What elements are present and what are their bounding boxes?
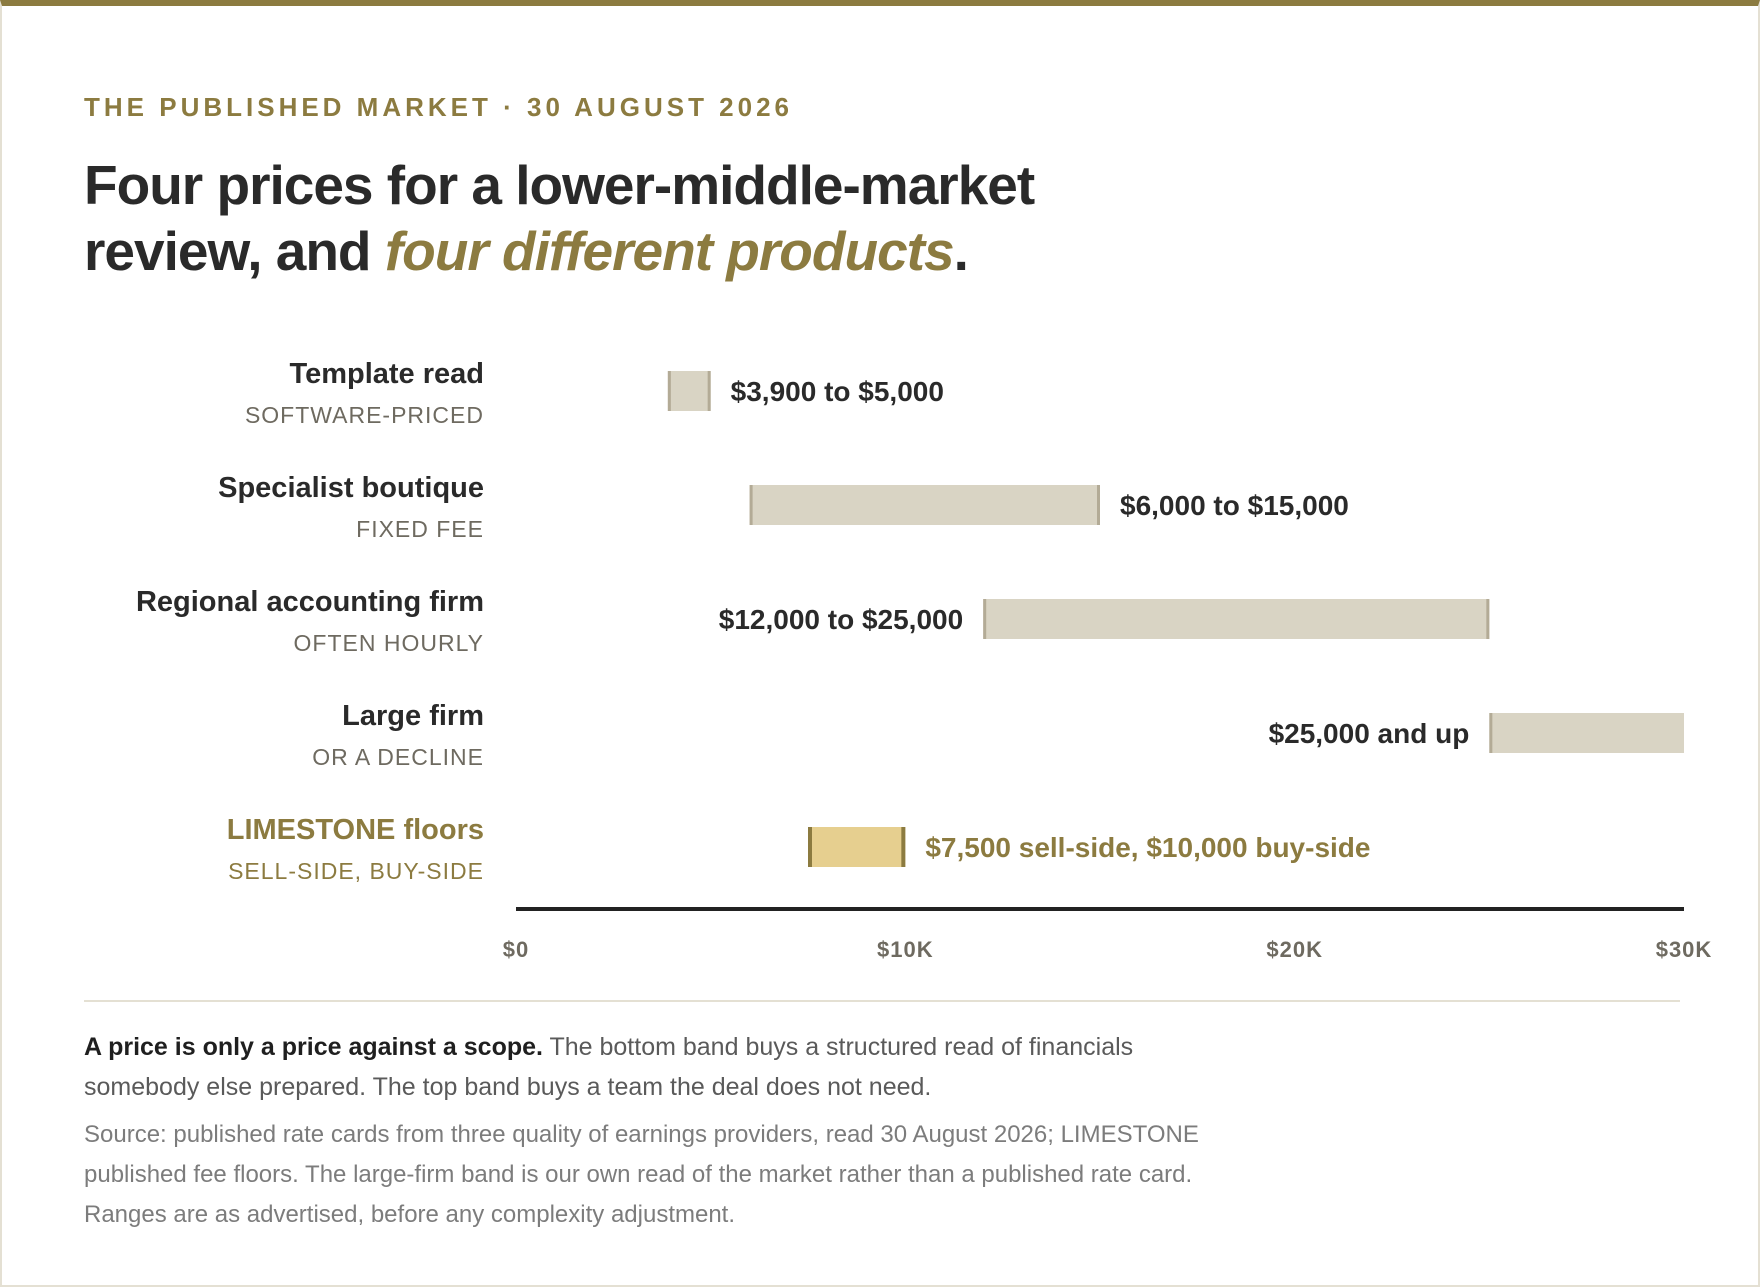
range-bar-low-edge-regional-accounting-firm bbox=[983, 599, 987, 639]
headline-end: . bbox=[953, 220, 969, 282]
row-label-specialist-boutique: Specialist boutique bbox=[218, 472, 484, 504]
value-label-limestone-floors: $7,500 sell-side, $10,000 buy-side bbox=[925, 832, 1370, 863]
scope-note-bold: A price is only a price against a scope. bbox=[84, 1033, 543, 1061]
row-sublabel-large-firm: OR A DECLINE bbox=[312, 744, 484, 770]
range-bar-specialist-boutique bbox=[749, 485, 1100, 525]
x-tick-label: $30K bbox=[1656, 937, 1713, 962]
range-bar-low-edge-template-read bbox=[667, 371, 671, 411]
headline-accent: four different products bbox=[384, 220, 955, 282]
row-label-limestone-floors: LIMESTONE floors bbox=[227, 814, 484, 846]
range-bar-limestone-floors bbox=[808, 827, 906, 867]
range-bar-regional-accounting-firm bbox=[983, 599, 1490, 639]
divider bbox=[84, 1000, 1680, 1002]
range-bar-large-firm bbox=[1489, 713, 1684, 753]
range-bar-template-read bbox=[667, 371, 711, 411]
range-bar-high-edge-regional-accounting-firm bbox=[1486, 599, 1490, 639]
x-tick-label: $0 bbox=[503, 937, 529, 962]
row-label-template-read: Template read bbox=[290, 358, 484, 390]
value-label-large-firm: $25,000 and up bbox=[1269, 718, 1470, 749]
range-bar-low-edge-limestone-floors bbox=[808, 827, 812, 867]
value-label-template-read: $3,900 to $5,000 bbox=[731, 376, 944, 407]
range-bar-high-edge-limestone-floors bbox=[901, 827, 906, 867]
range-bar-high-edge-template-read bbox=[707, 371, 711, 411]
range-chart: Template read SOFTWARE-PRICED $3,900 to $5… bbox=[136, 358, 1713, 962]
range-bar-low-edge-large-firm bbox=[1489, 713, 1493, 753]
row-sublabel-regional-accounting-firm: OFTEN HOURLY bbox=[294, 630, 484, 656]
headline-text: Four prices for a lower-middle-market re… bbox=[84, 154, 1035, 282]
range-bar-low-edge-specialist-boutique bbox=[749, 485, 753, 525]
row-sublabel-limestone-floors: SELL-SIDE, BUY-SIDE bbox=[228, 858, 484, 884]
x-tick-label: $20K bbox=[1266, 937, 1323, 962]
source-note: Source: published rate cards from three … bbox=[84, 1121, 1199, 1228]
eyebrow: THE PUBLISHED MARKET · 30 AUGUST 2026 bbox=[84, 92, 794, 122]
value-label-specialist-boutique: $6,000 to $15,000 bbox=[1120, 490, 1349, 521]
row-sublabel-template-read: SOFTWARE-PRICED bbox=[245, 402, 484, 428]
value-label-regional-accounting-firm: $12,000 to $25,000 bbox=[719, 604, 963, 635]
row-label-regional-accounting-firm: Regional accounting firm bbox=[136, 586, 484, 618]
x-tick-label: $10K bbox=[877, 937, 934, 962]
range-bar-high-edge-specialist-boutique bbox=[1097, 485, 1100, 525]
row-label-large-firm: Large firm bbox=[342, 700, 484, 732]
scope-note: A price is only a price against a scope.… bbox=[84, 1027, 1184, 1107]
headline: Four prices for a lower-middle-market re… bbox=[84, 152, 1184, 284]
scope-note-rest: The bottom band buys a structured read o… bbox=[84, 1033, 1134, 1101]
row-sublabel-specialist-boutique: FIXED FEE bbox=[356, 516, 484, 542]
